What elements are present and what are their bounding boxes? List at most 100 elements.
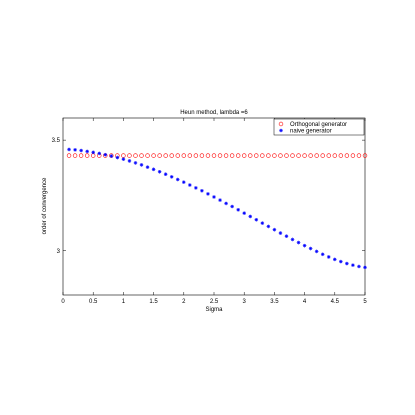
y-tick-label: 3.5	[52, 138, 61, 144]
x-axis-label: Sigma	[205, 307, 223, 313]
data-point	[151, 153, 156, 158]
x-tick-label: 3	[243, 299, 247, 305]
x-tick-label: 4	[303, 299, 307, 305]
data-point	[139, 163, 144, 167]
data-point	[224, 201, 228, 206]
data-point	[296, 240, 301, 245]
data-point	[272, 153, 277, 158]
data-point	[121, 153, 126, 158]
data-point	[242, 153, 247, 158]
y-tick-label: 3	[57, 249, 61, 255]
data-point	[151, 167, 156, 172]
data-point	[260, 153, 265, 158]
data-point	[188, 183, 192, 187]
data-point	[91, 150, 95, 155]
x-tick-label: 1.5	[149, 299, 158, 305]
data-point	[357, 264, 361, 269]
data-point	[302, 153, 307, 158]
data-point	[320, 252, 325, 257]
plot-area	[62, 117, 366, 296]
data-point	[193, 153, 199, 158]
data-point	[350, 153, 356, 158]
legend-marker	[279, 128, 283, 133]
data-point	[85, 149, 89, 154]
data-point	[169, 175, 174, 179]
data-point	[290, 237, 295, 242]
x-tick-label: 3.5	[270, 299, 279, 305]
legend-label: Orthogonal generator	[290, 122, 347, 128]
data-point	[175, 153, 180, 158]
data-point	[260, 221, 265, 225]
legend-marker	[278, 121, 284, 127]
data-point	[363, 265, 367, 270]
data-point	[115, 155, 120, 160]
data-point	[229, 153, 235, 158]
data-point	[133, 153, 138, 158]
chart-title: Heun method, lambda =6	[180, 110, 248, 116]
data-point	[211, 153, 217, 158]
x-axis: 0 0.5 1 1.5 2 2.5 3 3.5 4 4.5 5	[61, 118, 367, 305]
data-point	[302, 243, 307, 248]
data-point	[290, 153, 295, 158]
data-point	[182, 180, 186, 184]
data-point	[218, 198, 222, 202]
data-point	[72, 153, 78, 158]
x-tick-label: 2.5	[210, 299, 219, 305]
data-point	[236, 208, 240, 212]
data-point	[133, 161, 138, 165]
x-tick-label: 2	[182, 299, 186, 305]
data-point	[284, 234, 289, 238]
data-point	[79, 148, 83, 153]
data-point	[212, 195, 216, 199]
data-point	[278, 153, 283, 158]
data-point	[278, 231, 283, 235]
data-point	[139, 153, 144, 158]
data-point	[205, 153, 211, 158]
data-point	[272, 227, 277, 232]
data-point	[199, 153, 205, 158]
x-tick-label: 1	[122, 299, 126, 305]
data-point	[103, 152, 108, 157]
data-point	[344, 153, 350, 158]
series-1	[67, 147, 367, 270]
data-point	[223, 153, 229, 158]
data-point	[127, 153, 132, 158]
data-point	[169, 153, 174, 158]
data-point	[175, 177, 180, 182]
data-point	[157, 153, 162, 158]
data-point	[217, 153, 223, 158]
data-point	[127, 159, 132, 163]
data-point	[248, 153, 253, 158]
data-point	[314, 249, 319, 254]
data-point	[254, 217, 259, 222]
x-tick-label: 5	[363, 299, 367, 305]
data-point	[97, 151, 102, 156]
data-point	[109, 154, 114, 158]
x-tick-label: 4.5	[331, 299, 340, 305]
data-point	[314, 153, 319, 158]
data-point	[157, 169, 162, 174]
legend-label: naive generator	[290, 129, 332, 135]
data-point	[296, 153, 301, 158]
data-point	[194, 186, 198, 190]
data-point	[235, 153, 241, 158]
data-point	[333, 257, 337, 262]
data-point	[187, 153, 193, 158]
data-point	[78, 153, 84, 158]
data-point	[356, 153, 362, 158]
data-point	[206, 192, 210, 196]
data-point	[90, 153, 96, 158]
legend-box	[273, 118, 365, 136]
data-point	[308, 153, 313, 158]
data-point	[145, 153, 150, 158]
data-point	[200, 188, 204, 193]
data-point	[332, 153, 337, 158]
data-point	[326, 153, 331, 158]
data-point	[73, 148, 77, 152]
data-point	[351, 263, 355, 267]
data-point	[266, 224, 271, 229]
data-point	[84, 153, 90, 158]
y-axis-label: order of convergence	[42, 177, 48, 234]
data-point	[163, 172, 168, 176]
